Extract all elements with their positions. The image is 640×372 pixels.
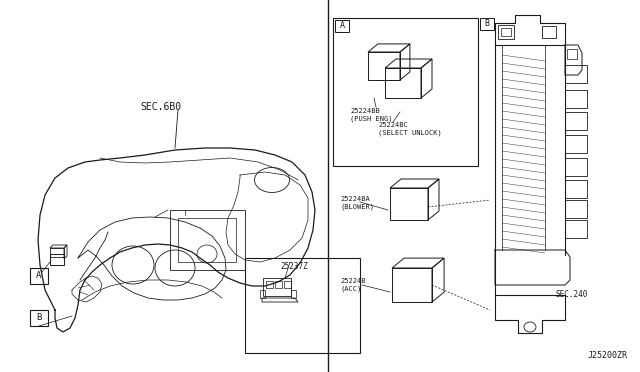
Text: (ACC): (ACC) bbox=[340, 286, 361, 292]
Text: A: A bbox=[36, 272, 42, 280]
Bar bbox=[284, 281, 291, 288]
Text: 25224BB: 25224BB bbox=[350, 108, 380, 114]
Text: SEC.6B0: SEC.6B0 bbox=[140, 102, 181, 112]
Bar bbox=[565, 180, 587, 198]
Bar bbox=[50, 254, 64, 265]
Bar bbox=[263, 278, 291, 296]
Bar bbox=[565, 90, 587, 108]
Bar bbox=[565, 65, 587, 83]
Bar bbox=[498, 25, 514, 39]
Bar bbox=[333, 18, 478, 166]
Bar bbox=[565, 200, 587, 218]
Text: 25224B: 25224B bbox=[340, 278, 365, 284]
Text: B: B bbox=[484, 19, 490, 29]
Bar bbox=[565, 135, 587, 153]
Bar bbox=[266, 281, 273, 288]
Bar bbox=[542, 26, 556, 38]
Text: (SELECT UNLOCK): (SELECT UNLOCK) bbox=[378, 130, 442, 137]
Bar bbox=[565, 158, 587, 176]
Text: (BLOWER): (BLOWER) bbox=[340, 204, 374, 211]
Text: (PUSH ENG): (PUSH ENG) bbox=[350, 116, 392, 122]
Bar bbox=[335, 20, 349, 32]
Bar bbox=[178, 218, 236, 262]
Bar bbox=[565, 220, 587, 238]
Bar bbox=[567, 49, 577, 59]
Bar bbox=[501, 28, 511, 36]
Bar bbox=[480, 18, 494, 30]
Bar bbox=[291, 290, 296, 298]
Bar bbox=[245, 258, 360, 353]
Bar bbox=[30, 268, 48, 284]
Text: SEC.240: SEC.240 bbox=[555, 290, 588, 299]
Text: 25224BA: 25224BA bbox=[340, 196, 370, 202]
Text: 25237Z: 25237Z bbox=[280, 262, 308, 271]
Text: J25200ZR: J25200ZR bbox=[588, 351, 628, 360]
Bar bbox=[565, 112, 587, 130]
Text: A: A bbox=[339, 22, 344, 31]
Bar bbox=[50, 248, 64, 257]
Bar bbox=[275, 281, 282, 288]
Text: 25224BC: 25224BC bbox=[378, 122, 408, 128]
Bar bbox=[260, 290, 265, 298]
Bar bbox=[170, 210, 245, 270]
Text: B: B bbox=[36, 314, 42, 323]
Bar bbox=[30, 310, 48, 326]
